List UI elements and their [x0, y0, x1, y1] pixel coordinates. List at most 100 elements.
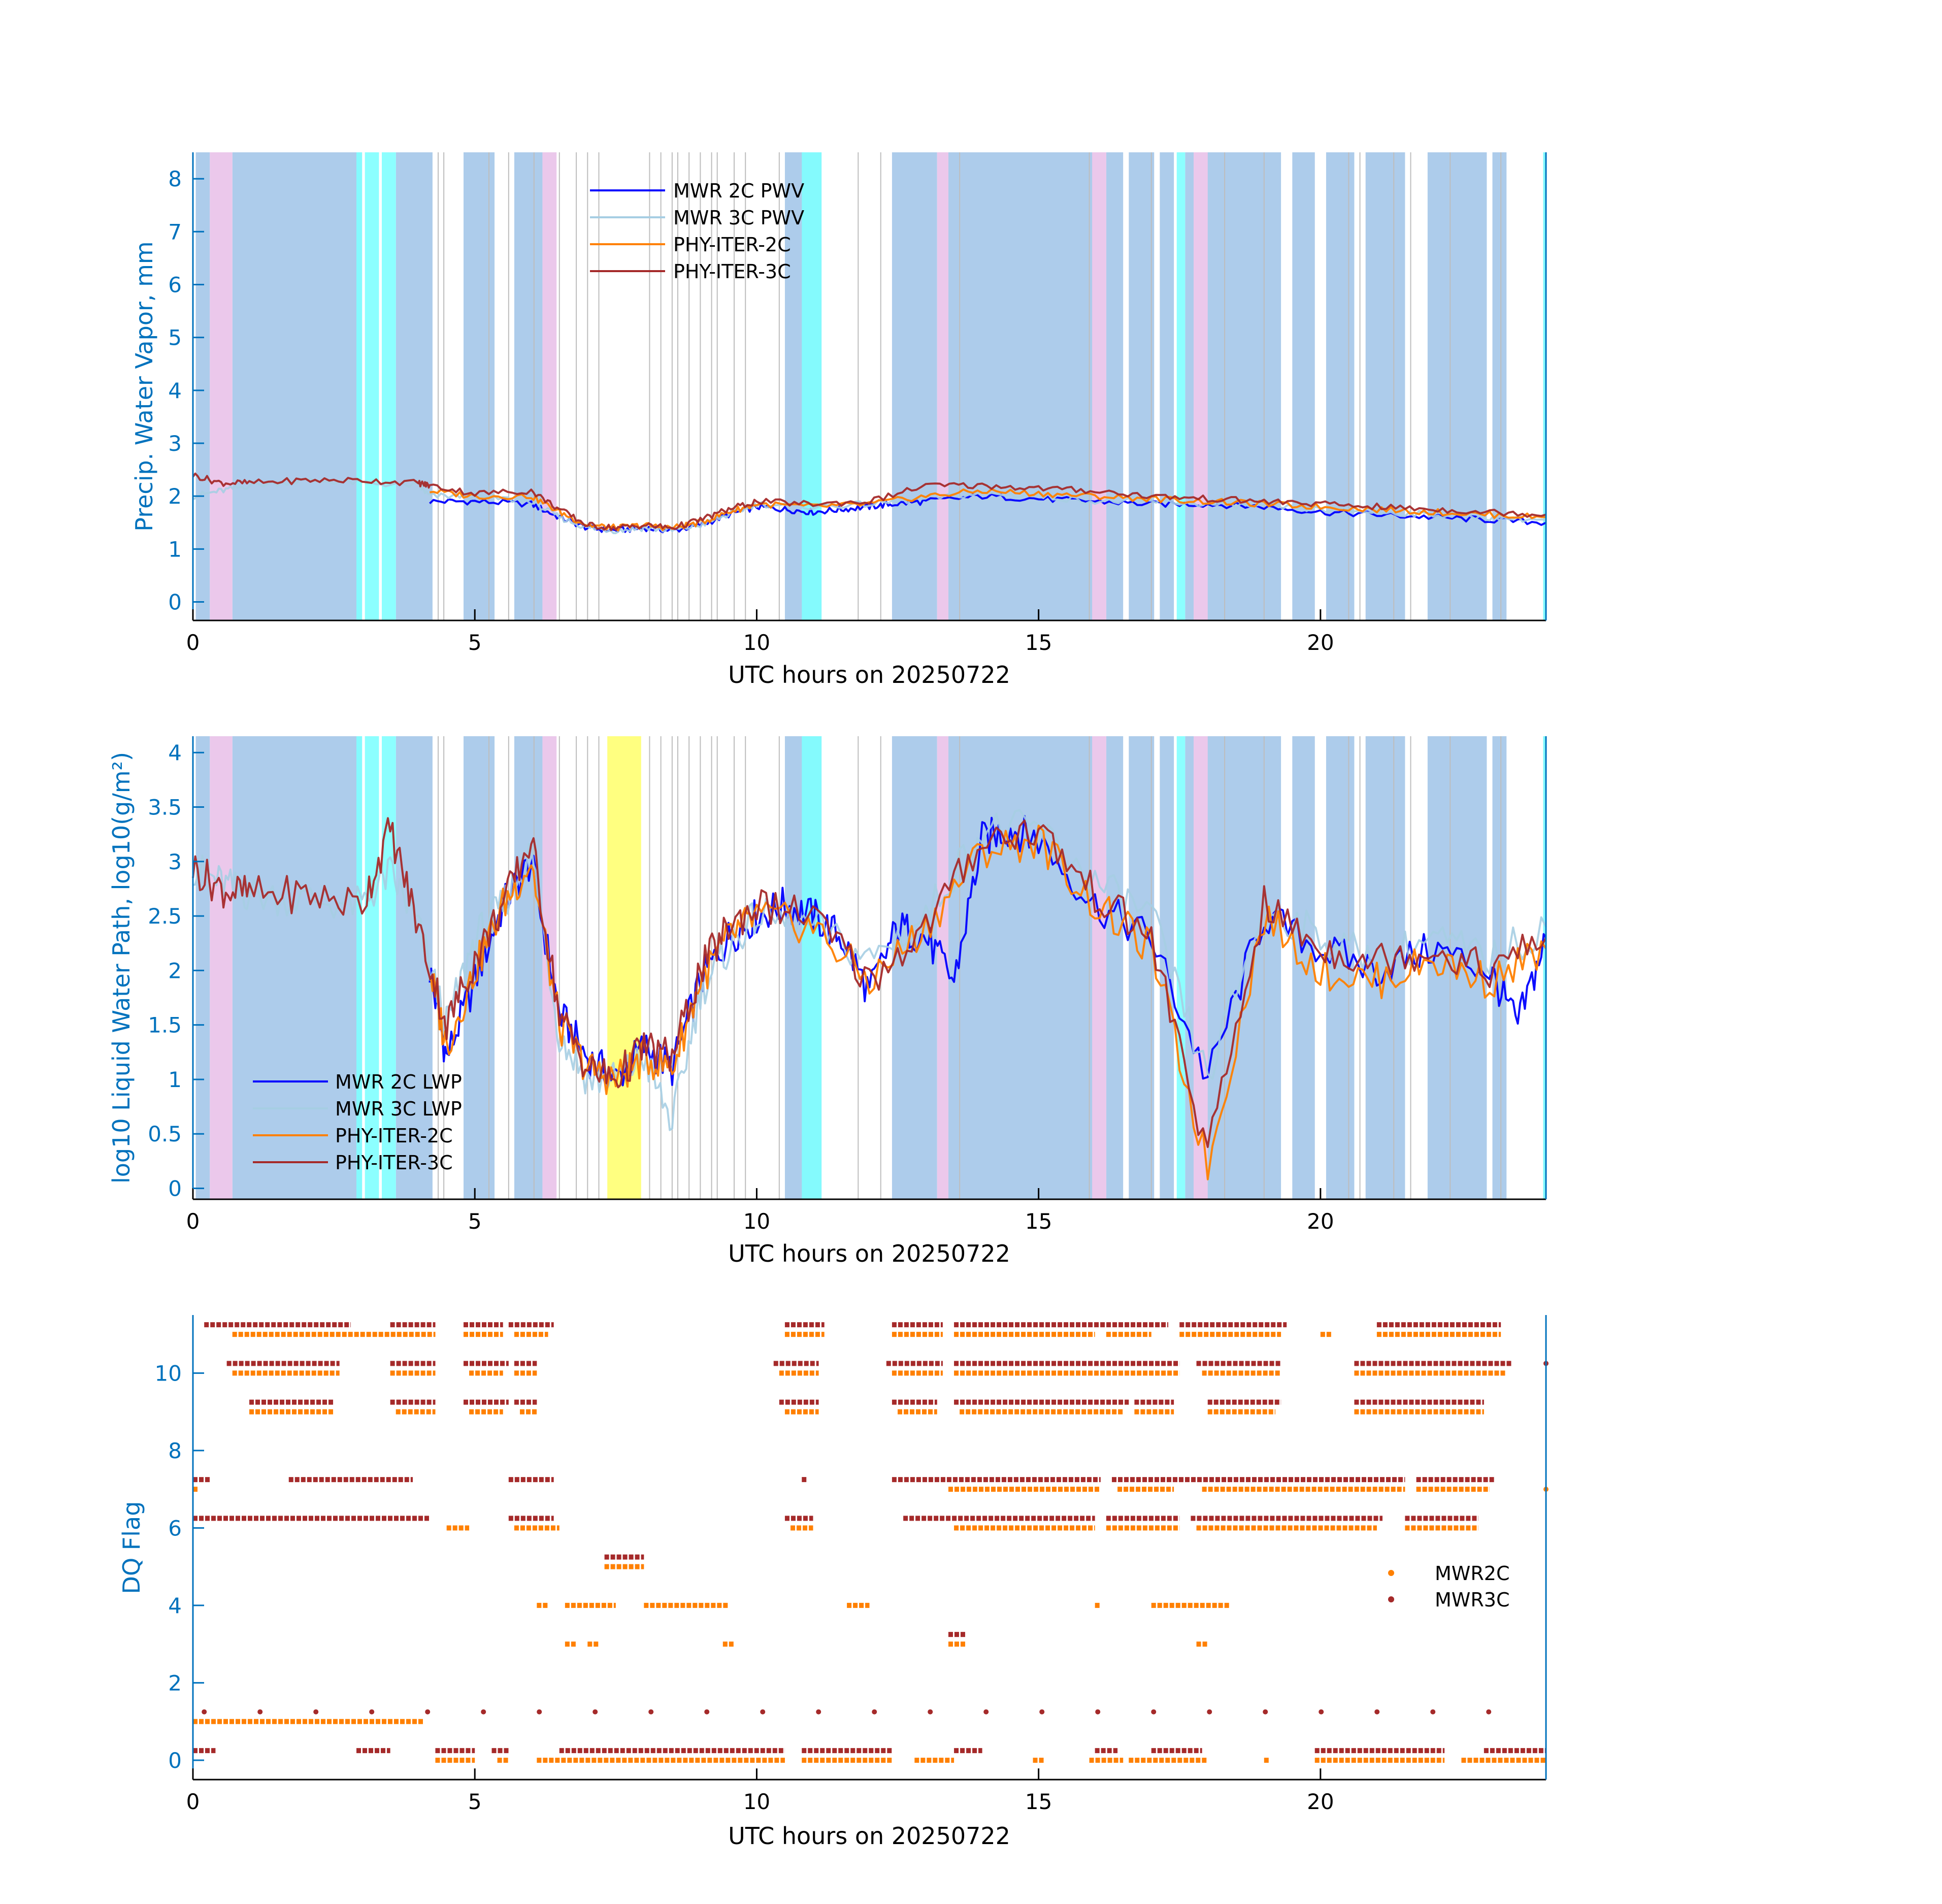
lwp-xtick-label: 0	[186, 1209, 200, 1234]
lwp-pink-band-3	[1092, 736, 1106, 1199]
lwp-cyan-band-1	[365, 736, 379, 1199]
dq-xlabel: UTC hours on 20250722	[728, 1822, 1010, 1850]
dq-xtick-label: 20	[1307, 1789, 1334, 1814]
lwp-blue-band-1	[232, 736, 363, 1199]
dq-tick-marks: 0 5 10 15 20 0 2 4 6 8 10	[155, 1361, 1334, 1814]
lwp-tick-marks: 0 5 10 15 20 0 0.5 1 1.5 2 2.5 3 3.5 4	[148, 740, 1334, 1234]
dq-legend: MWR2C MWR3C	[1388, 1562, 1509, 1611]
dq-point-mwr3c-flag1	[1263, 1709, 1268, 1715]
lwp-yellow-band	[607, 736, 641, 1199]
pwv-cyan-band-5	[1543, 152, 1546, 620]
pwv-series-lines	[192, 472, 1546, 535]
lwp-series-lines	[192, 809, 1547, 1180]
dq-point-mwr3c-flag1	[704, 1709, 710, 1715]
pwv-cyan-band-1	[365, 152, 379, 620]
legend-label-phy3c-pwv: PHY-ITER-3C	[673, 260, 791, 283]
pwv-cyan-band-0	[356, 152, 363, 620]
pwv-blue-band-0	[195, 152, 210, 620]
legend-label-mwr2c-lwp: MWR 2C LWP	[335, 1071, 462, 1093]
dq-point-mwr3c-flag1	[1095, 1709, 1101, 1715]
lwp-ytick-label: 2	[168, 958, 182, 983]
lwp-blue-band-9	[1129, 736, 1155, 1199]
dq-ytick-label: 8	[168, 1438, 182, 1463]
pwv-ytick-label: 4	[168, 378, 182, 403]
dq-point-mwr3c-flag1	[425, 1709, 431, 1715]
lwp-blue-band-0	[195, 736, 210, 1199]
dq-point-mwr3c-flag1	[1207, 1709, 1212, 1715]
pwv-blue-band-15	[1427, 152, 1487, 620]
pwv-series-mwr-2c-pwv	[429, 493, 1546, 534]
lwp-pink-band-4	[1193, 736, 1208, 1199]
lwp-ytick-label: 3	[168, 849, 182, 874]
dq-ytick-label: 10	[155, 1361, 182, 1386]
legend-label-phy2c-lwp: PHY-ITER-2C	[335, 1125, 453, 1147]
lwp-cyan-band-2	[381, 736, 396, 1199]
dq-ytick-label: 4	[168, 1593, 182, 1618]
lwp-qc-shading	[195, 736, 1546, 1199]
pwv-ytick-label: 1	[168, 537, 182, 562]
pwv-blue-band-7	[948, 152, 1095, 620]
pwv-blue-band-1	[232, 152, 363, 620]
dq-ytick-label: 6	[168, 1516, 182, 1540]
lwp-ytick-label: 3.5	[148, 795, 182, 819]
lwp-ylabel: log10 Liquid Water Path, log10(g/m²)	[108, 752, 135, 1184]
pwv-xtick-label: 15	[1025, 630, 1052, 655]
lwp-pink-band-2	[937, 736, 948, 1199]
pwv-xtick-label: 20	[1307, 630, 1334, 655]
lwp-pink-band-0	[210, 736, 233, 1199]
dq-point-mwr3c-flag1	[1430, 1709, 1436, 1715]
legend-label-mwr2c-pwv: MWR 2C PWV	[673, 180, 804, 202]
lwp-xtick-label: 5	[468, 1209, 482, 1234]
lwp-blue-band-4	[514, 736, 543, 1199]
legend-label-mwr3c-pwv: MWR 3C PWV	[673, 207, 804, 229]
lwp-blue-band-13	[1326, 736, 1355, 1199]
dq-ytick-label: 2	[168, 1670, 182, 1695]
dq-scatter-points	[193, 1322, 1549, 1763]
dq-xtick-label: 10	[743, 1789, 770, 1814]
dq-point-mwr3c-flag1	[983, 1709, 989, 1715]
pwv-qc-shading	[195, 152, 1546, 620]
dq-panel: 0 5 10 15 20 0 2 4 6 8 10 UTC hours on 20250722 DQ…	[118, 1315, 1549, 1850]
pwv-ylabel: Precip. Water Vapor, mm	[130, 241, 158, 531]
dq-point-mwr3c-flag1	[816, 1709, 821, 1715]
pwv-blue-band-13	[1326, 152, 1355, 620]
pwv-legend: MWR 2C PWV MWR 3C PWV PHY-ITER-2C PHY-IT…	[590, 180, 804, 283]
lwp-xtick-label: 10	[743, 1209, 770, 1234]
pwv-ytick-label: 7	[168, 219, 182, 244]
lwp-ytick-label: 4	[168, 740, 182, 765]
lwp-xtick-label: 15	[1025, 1209, 1052, 1234]
lwp-series-phy-iter-3c	[192, 817, 1547, 1148]
pwv-blue-band-2	[396, 152, 433, 620]
dq-xtick-label: 0	[186, 1789, 200, 1814]
dq-point-mwr3c-flag1	[537, 1709, 542, 1715]
dq-point-mwr3c-flag1	[872, 1709, 877, 1715]
pwv-pink-band-0	[210, 152, 233, 620]
pwv-blue-band-4	[514, 152, 543, 620]
pwv-blue-band-16	[1492, 152, 1507, 620]
legend-label-phy2c-pwv: PHY-ITER-2C	[673, 234, 791, 256]
dq-point-mwr3c-flag1	[648, 1709, 654, 1715]
lwp-cyan-band-3	[802, 736, 822, 1199]
dq-point-mwr3c-flag1	[1319, 1709, 1324, 1715]
pwv-ytick-label: 5	[168, 325, 182, 350]
legend-label-mwr2c: MWR2C	[1435, 1562, 1509, 1585]
dq-point-mwr3c-flag1	[257, 1709, 263, 1715]
lwp-legend: MWR 2C LWP MWR 3C LWP PHY-ITER-2C PHY-IT…	[253, 1071, 462, 1174]
lwp-panel: 0 5 10 15 20 0 0.5 1 1.5 2 2.5 3 3.5 4 UTC hours on 2…	[108, 736, 1547, 1267]
pwv-ytick-label: 8	[168, 167, 182, 191]
pwv-xlabel: UTC hours on 20250722	[728, 661, 1010, 688]
lwp-xlabel: UTC hours on 20250722	[728, 1240, 1010, 1267]
dq-xtick-label: 5	[468, 1789, 482, 1814]
lwp-ytick-label: 0.5	[148, 1122, 182, 1146]
legend-dot-mwr3c	[1388, 1596, 1394, 1602]
pwv-pink-band-2	[937, 152, 948, 620]
legend-label-mwr3c: MWR3C	[1435, 1589, 1509, 1611]
dq-point-mwr3c-flag1	[1486, 1709, 1492, 1715]
lwp-ytick-label: 0	[168, 1176, 182, 1201]
pwv-series-phy-iter-3c	[192, 472, 1546, 532]
pwv-xtick-label: 5	[468, 630, 482, 655]
lwp-ytick-label: 1.5	[148, 1013, 182, 1038]
lwp-ytick-label: 1	[168, 1067, 182, 1092]
pwv-blue-band-14	[1365, 152, 1405, 620]
